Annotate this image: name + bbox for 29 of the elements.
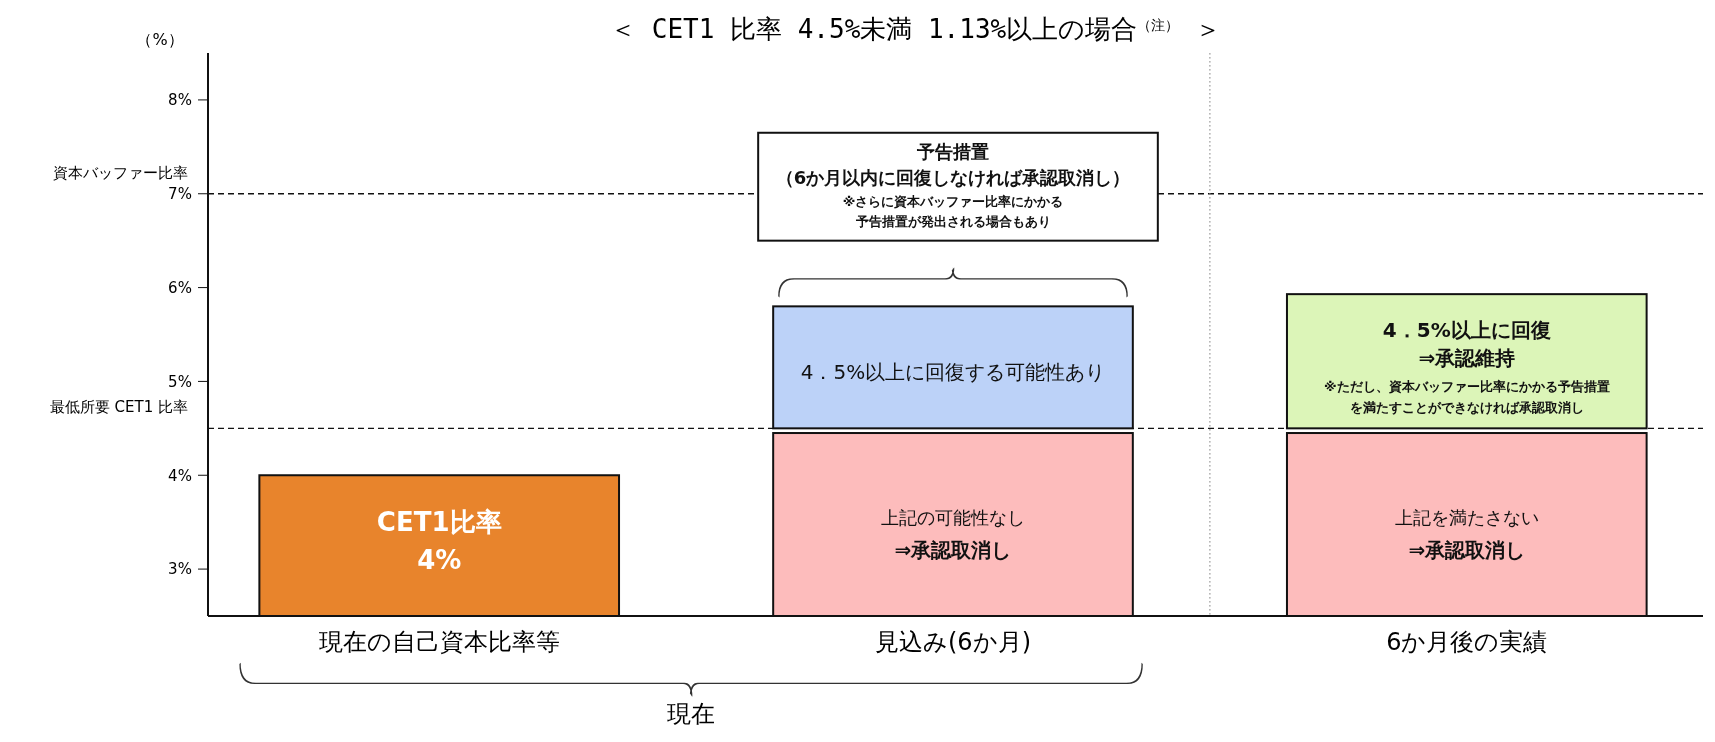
annotation: 予告措置が発出される場合もあり xyxy=(854,214,1051,230)
annotation: ※ただし、資本バッファー比率にかかる予告措置 xyxy=(1323,378,1610,394)
y-tick-label: 6% xyxy=(168,278,192,297)
annotation: 4% xyxy=(417,544,462,575)
annotation: 予告措置 xyxy=(916,140,989,162)
chart-title: ＜ CET1 比率 4.5%未満 1.13%以上の場合$^{（注）}$ ＞ xyxy=(610,14,1221,44)
x-tick-label: 6か月後の実績 xyxy=(1386,628,1548,656)
annotation: 上記を満たさない xyxy=(1394,506,1539,528)
x-tick-label: 見込み(6か月) xyxy=(875,628,1031,656)
annotation: 上記の可能性なし xyxy=(881,506,1025,528)
annotation: を満たすことができなければ承認取消し xyxy=(1349,400,1584,416)
annotation: 4．5%以上に回復する可能性あり xyxy=(800,360,1106,385)
y-tick-label: 7% xyxy=(168,185,192,203)
y-tick-label: 3% xyxy=(168,560,192,579)
annotation: ⇒承認維持 xyxy=(1418,345,1516,370)
ref-line-label: 最低所要 CET1 比率 xyxy=(49,398,188,417)
text: 現在 xyxy=(667,700,716,728)
y-tick-label: 4% xyxy=(168,466,192,485)
x-tick-label: 現在の自己資本比率等 xyxy=(318,628,560,656)
ref-line-label: 資本バッファー比率 xyxy=(53,163,188,182)
y-tick-label: 8% xyxy=(168,91,192,110)
y-axis-title: （%） xyxy=(136,30,184,49)
annotation: 4．5%以上に回復 xyxy=(1382,317,1551,342)
annotation: ⇒承認取消し xyxy=(894,538,1012,563)
y-tick-label: 5% xyxy=(168,372,192,391)
annotation: ⇒承認取消し xyxy=(1408,538,1526,563)
annotation: CET1比率 xyxy=(376,507,502,538)
annotation: （6か月以内に回復しなければ承認取消し） xyxy=(775,167,1131,189)
annotation: ※さらに資本バッファー比率にかかる xyxy=(842,193,1064,209)
